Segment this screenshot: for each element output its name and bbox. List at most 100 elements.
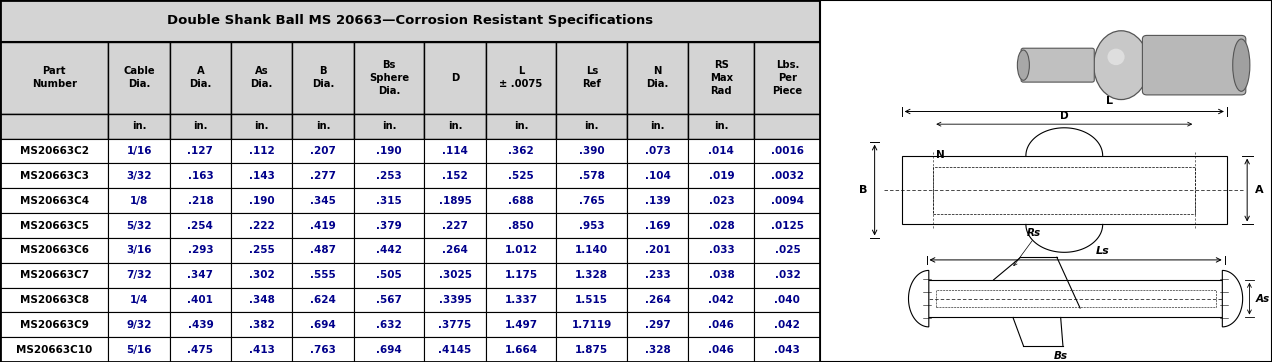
Text: L: L — [1105, 96, 1113, 106]
Bar — [293, 42, 354, 114]
Bar — [232, 287, 293, 312]
Bar — [108, 213, 169, 238]
Bar — [556, 139, 627, 164]
Text: .694: .694 — [310, 320, 336, 330]
Bar — [0, 188, 108, 213]
Text: .019: .019 — [709, 171, 734, 181]
Text: .104: .104 — [645, 171, 670, 181]
Bar — [169, 337, 232, 362]
Text: 9/32: 9/32 — [126, 320, 151, 330]
Bar — [169, 312, 232, 337]
Text: .046: .046 — [709, 320, 734, 330]
Text: MS20663C2: MS20663C2 — [20, 146, 89, 156]
Bar — [293, 312, 354, 337]
Text: .040: .040 — [775, 295, 800, 305]
Bar — [0, 337, 108, 362]
Text: 1.012: 1.012 — [505, 245, 538, 255]
Bar — [556, 312, 627, 337]
Bar — [0, 287, 108, 312]
Bar — [232, 139, 293, 164]
Bar — [627, 263, 688, 287]
Text: .025: .025 — [775, 245, 800, 255]
Bar — [169, 238, 232, 263]
Text: RS
Max
Rad: RS Max Rad — [710, 60, 733, 96]
Polygon shape — [1222, 270, 1243, 327]
Bar — [926, 280, 1225, 317]
Text: .348: .348 — [249, 295, 275, 305]
Text: .505: .505 — [377, 270, 402, 280]
Text: .345: .345 — [310, 196, 336, 206]
Text: .254: .254 — [187, 220, 214, 231]
Text: Bs
Sphere
Dia.: Bs Sphere Dia. — [369, 60, 410, 96]
Text: .413: .413 — [249, 345, 275, 355]
Text: .347: .347 — [187, 270, 214, 280]
Text: 3/32: 3/32 — [126, 171, 151, 181]
Text: L
± .0075: L ± .0075 — [500, 67, 543, 89]
Text: .419: .419 — [310, 220, 336, 231]
Bar — [556, 287, 627, 312]
Text: A
Dia.: A Dia. — [190, 67, 211, 89]
Text: 1/8: 1/8 — [130, 196, 149, 206]
Text: in.: in. — [132, 121, 146, 131]
Bar — [232, 337, 293, 362]
Bar — [754, 188, 820, 213]
Bar — [688, 312, 754, 337]
Bar — [232, 213, 293, 238]
Text: .152: .152 — [443, 171, 468, 181]
Text: N
Dia.: N Dia. — [646, 67, 669, 89]
Text: .190: .190 — [249, 196, 275, 206]
Text: MS20663C10: MS20663C10 — [17, 345, 93, 355]
Text: B: B — [859, 185, 868, 195]
Bar — [486, 188, 556, 213]
Bar — [754, 238, 820, 263]
Text: .143: .143 — [249, 171, 275, 181]
Text: MS20663C8: MS20663C8 — [20, 295, 89, 305]
Bar — [754, 287, 820, 312]
Text: .163: .163 — [187, 171, 214, 181]
Text: .487: .487 — [310, 245, 336, 255]
Bar — [354, 114, 425, 139]
Text: .038: .038 — [709, 270, 734, 280]
Bar — [108, 263, 169, 287]
Bar — [293, 287, 354, 312]
Bar — [627, 42, 688, 114]
Bar — [425, 238, 486, 263]
Text: As
Dia.: As Dia. — [251, 67, 273, 89]
Text: in.: in. — [514, 121, 528, 131]
Text: .023: .023 — [709, 196, 734, 206]
Text: .169: .169 — [645, 220, 670, 231]
Bar — [0, 0, 820, 42]
Text: MS20663C3: MS20663C3 — [20, 171, 89, 181]
Bar — [627, 188, 688, 213]
Bar — [902, 156, 1227, 224]
Bar — [486, 42, 556, 114]
Text: Cable
Dia.: Cable Dia. — [123, 67, 155, 89]
Text: .233: .233 — [645, 270, 670, 280]
Text: Ls: Ls — [1095, 245, 1109, 256]
Text: .201: .201 — [645, 245, 670, 255]
Text: .042: .042 — [709, 295, 734, 305]
Text: .439: .439 — [187, 320, 214, 330]
Bar — [754, 114, 820, 139]
Bar — [293, 263, 354, 287]
Text: 1.328: 1.328 — [575, 270, 608, 280]
Text: .850: .850 — [508, 220, 534, 231]
Bar — [688, 188, 754, 213]
Text: 1.664: 1.664 — [505, 345, 538, 355]
Bar — [293, 337, 354, 362]
Text: .3395: .3395 — [439, 295, 472, 305]
Text: .0125: .0125 — [771, 220, 804, 231]
Text: Ls
Ref: Ls Ref — [583, 67, 602, 89]
Bar — [754, 312, 820, 337]
Bar — [0, 238, 108, 263]
Bar — [169, 42, 232, 114]
Text: 1.875: 1.875 — [575, 345, 608, 355]
Text: .555: .555 — [310, 270, 336, 280]
Text: .765: .765 — [579, 196, 604, 206]
Text: .014: .014 — [709, 146, 734, 156]
Text: .042: .042 — [775, 320, 800, 330]
Bar — [688, 263, 754, 287]
Text: .028: .028 — [709, 220, 734, 231]
Bar — [936, 290, 1216, 307]
Text: MS20663C5: MS20663C5 — [20, 220, 89, 231]
